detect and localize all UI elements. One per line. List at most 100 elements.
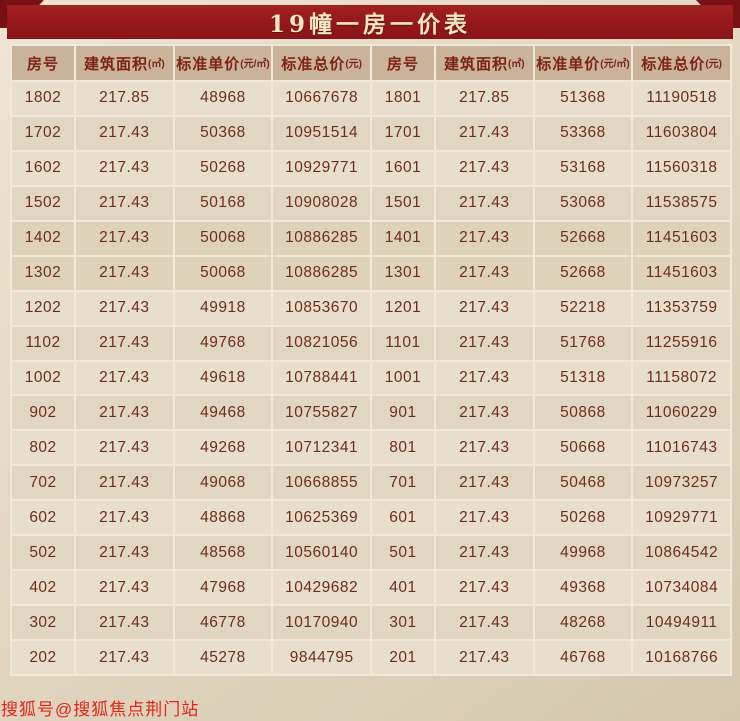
- table-cell: 9844795: [271, 639, 372, 676]
- table-row: 1202 217.43 49918 10853670 1201 217.43 52218 11…: [10, 289, 732, 327]
- table-cell: 701: [369, 464, 436, 502]
- table-cell: 217.43: [74, 359, 175, 397]
- column-header: 房号: [10, 44, 76, 82]
- table-cell: 202: [10, 639, 76, 676]
- table-cell: 1001: [369, 359, 436, 397]
- table-cell: 217.43: [433, 639, 535, 676]
- table-cell: 217.43: [74, 534, 175, 572]
- table-cell: 10734084: [631, 569, 732, 607]
- table-cell: 10170940: [271, 604, 372, 641]
- table-cell: 217.43: [74, 394, 175, 432]
- page-title: 19幢一房一价表: [268, 11, 471, 38]
- table-cell: 1101: [369, 324, 436, 362]
- table-cell: 10886285: [271, 254, 372, 292]
- table-cell: 1701: [369, 114, 436, 152]
- column-header: 标准总价(元): [271, 44, 372, 82]
- table-cell: 217.43: [433, 289, 535, 327]
- table-cell: 10788441: [271, 359, 372, 397]
- table-cell: 49068: [172, 464, 274, 502]
- table-cell: 53168: [532, 149, 634, 187]
- table-cell: 10494911: [631, 604, 732, 641]
- table-cell: 1002: [10, 359, 76, 397]
- table-cell: 217.43: [74, 604, 175, 641]
- table-body: 1802 217.85 48968 10667678 1801 217.85 51368 11…: [10, 80, 732, 676]
- table-cell: 10625369: [271, 499, 372, 537]
- table-cell: 601: [369, 499, 436, 537]
- table-cell: 10755827: [271, 394, 372, 432]
- table-cell: 217.43: [433, 114, 535, 152]
- table-row: 202 217.43 45278 9844795 201 217.43 46768 10168…: [10, 639, 732, 676]
- table-cell: 801: [369, 429, 436, 467]
- table-cell: 52668: [532, 219, 634, 257]
- table-cell: 10853670: [271, 289, 372, 327]
- table-cell: 217.85: [433, 80, 535, 117]
- table-cell: 11060229: [631, 394, 732, 432]
- table-cell: 11560318: [631, 149, 732, 187]
- table-cell: 1302: [10, 254, 76, 292]
- column-header: 房号: [369, 44, 436, 82]
- table-cell: 11016743: [631, 429, 732, 467]
- table-cell: 10908028: [271, 184, 372, 222]
- table-cell: 10712341: [271, 429, 372, 467]
- table-cell: 1402: [10, 219, 76, 257]
- table-cell: 49918: [172, 289, 274, 327]
- table-cell: 1102: [10, 324, 76, 362]
- table-cell: 217.43: [433, 499, 535, 537]
- column-header: 标准总价(元): [631, 44, 732, 82]
- table-row: 902 217.43 49468 10755827 901 217.43 50868 1106…: [10, 394, 732, 432]
- table-cell: 10929771: [271, 149, 372, 187]
- table-cell: 49768: [172, 324, 274, 362]
- table-cell: 402: [10, 569, 76, 607]
- table-cell: 201: [369, 639, 436, 676]
- table-cell: 53368: [532, 114, 634, 152]
- table-cell: 217.85: [74, 80, 175, 117]
- table-cell: 217.43: [433, 464, 535, 502]
- table-cell: 48868: [172, 499, 274, 537]
- table-cell: 301: [369, 604, 436, 641]
- table-cell: 302: [10, 604, 76, 641]
- column-header: 标准单价(元/㎡): [172, 44, 274, 82]
- table-cell: 1802: [10, 80, 76, 117]
- table-cell: 217.43: [74, 114, 175, 152]
- table-cell: 11190518: [631, 80, 732, 117]
- table-cell: 51318: [532, 359, 634, 397]
- table-cell: 11353759: [631, 289, 732, 327]
- table-cell: 11538575: [631, 184, 732, 222]
- table-cell: 217.43: [74, 499, 175, 537]
- table-cell: 49618: [172, 359, 274, 397]
- table-cell: 50068: [172, 219, 274, 257]
- table-row: 802 217.43 49268 10712341 801 217.43 50668 1101…: [10, 429, 732, 467]
- table-cell: 52668: [532, 254, 634, 292]
- table-row: 1402 217.43 50068 10886285 1401 217.43 52668 11…: [10, 219, 732, 257]
- table-cell: 10429682: [271, 569, 372, 607]
- table-cell: 50868: [532, 394, 634, 432]
- table-cell: 10560140: [271, 534, 372, 572]
- table-cell: 11158072: [631, 359, 732, 397]
- table-cell: 901: [369, 394, 436, 432]
- watermark-text: 搜狐号@搜狐焦点荆门站: [1, 700, 200, 719]
- title-banner: 19幢一房一价表: [7, 5, 733, 39]
- column-header: 建筑面积(㎡): [74, 44, 175, 82]
- table-cell: 50068: [172, 254, 274, 292]
- table-cell: 602: [10, 499, 76, 537]
- price-table: 房号 建筑面积(㎡) 标准单价(元/㎡) 标准总价(元) 房号 建筑面积(㎡) 标准单价(元…: [10, 44, 732, 676]
- table-cell: 217.43: [74, 324, 175, 362]
- table-cell: 48268: [532, 604, 634, 641]
- table-row: 1502 217.43 50168 10908028 1501 217.43 53068 11…: [10, 184, 732, 222]
- table-row: 1302 217.43 50068 10886285 1301 217.43 52668 11…: [10, 254, 732, 292]
- table-cell: 217.43: [433, 149, 535, 187]
- table-row: 602 217.43 48868 10625369 601 217.43 50268 1092…: [10, 499, 732, 537]
- table-cell: 10168766: [631, 639, 732, 676]
- table-cell: 10973257: [631, 464, 732, 502]
- table-cell: 49368: [532, 569, 634, 607]
- table-cell: 10951514: [271, 114, 372, 152]
- table-row: 1702 217.43 50368 10951514 1701 217.43 53368 11…: [10, 114, 732, 152]
- table-cell: 1801: [369, 80, 436, 117]
- table-cell: 48568: [172, 534, 274, 572]
- table-cell: 11451603: [631, 254, 732, 292]
- table-cell: 10667678: [271, 80, 372, 117]
- table-cell: 11451603: [631, 219, 732, 257]
- table-cell: 217.43: [433, 184, 535, 222]
- table-cell: 217.43: [433, 359, 535, 397]
- table-cell: 53068: [532, 184, 634, 222]
